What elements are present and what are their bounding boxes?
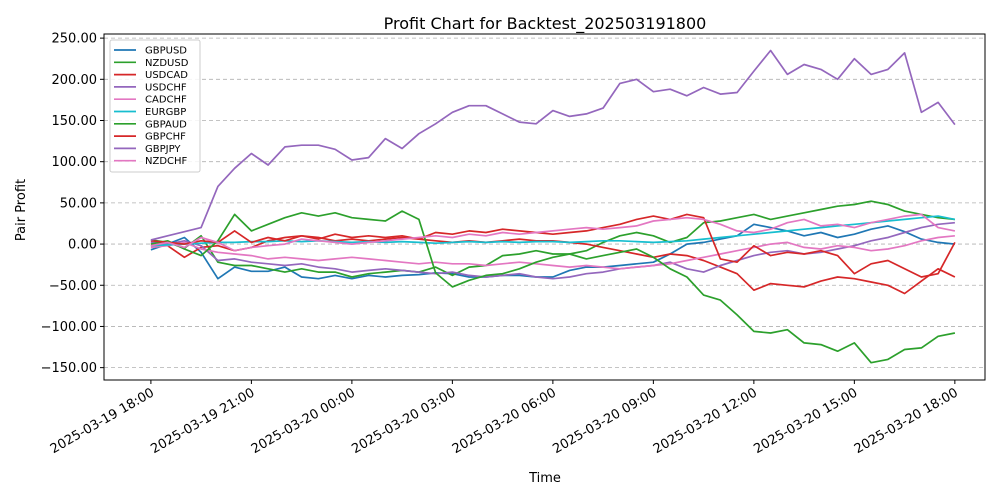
x-tick-label: 2025-03-20 06:00 [450,385,559,457]
plot-frame [103,33,986,381]
series-line-usdchf [150,221,955,280]
y-tick-label: −150.00 [41,361,97,376]
series-line-gbpaud [150,210,956,364]
legend-label-nzdchf: NZDCHF [145,156,188,167]
x-tick-label: 2025-03-20 09:00 [550,385,659,457]
series-line-gbpjpy [150,49,956,241]
legend-label-gbpjpy: GBPJPY [145,144,181,155]
legend-box [109,39,201,173]
series-lines [150,49,956,364]
legend-label-nzdusd: NZDUSD [145,58,189,69]
x-tick-label: 2025-03-20 12:00 [651,385,760,457]
legend-label-cadchf: CADCHF [145,95,187,106]
grid-lines [104,37,985,369]
y-tick-label: 0.00 [68,238,97,253]
series-line-cadchf [150,234,955,270]
y-tick-label: −50.00 [49,279,97,294]
chart-title: Profit Chart for Backtest_202503191800 [384,14,707,34]
x-tick-label: 2025-03-19 21:00 [148,385,257,457]
legend-label-gbpchf: GBPCHF [145,132,186,143]
y-tick-label: −100.00 [41,320,97,335]
y-tick-label: 250.00 [52,32,98,47]
x-tick-label: 2025-03-20 15:00 [751,385,860,457]
legend-label-usdchf: USDCHF [145,82,187,93]
x-tick-label: 2025-03-20 18:00 [852,385,961,457]
y-tick-label: 150.00 [52,114,98,129]
x-tick-label: 2025-03-20 00:00 [249,385,358,457]
legend-label-gbpaud: GBPAUD [145,119,187,130]
x-tick-label: 2025-03-19 18:00 [48,385,157,457]
series-line-nzdchf [150,213,956,252]
legend-label-usdcad: USDCAD [145,70,188,81]
y-axis: −150.00 −100.00 −50.00 0.00 50.00 100.00 150.0… [41,32,104,376]
y-tick-label: 100.00 [52,155,98,170]
y-tick-label: 200.00 [52,73,98,88]
series-line-nzdusd [150,200,955,278]
legend-label-gbpusd: GBPUSD [145,46,187,57]
series-line-gbpusd [150,223,955,280]
y-axis-title: Pair Profit [14,179,29,241]
x-axis-title: Time [528,471,561,486]
series-line-gbpchf [150,213,956,278]
x-tick-label: 2025-03-20 03:00 [349,385,458,457]
legend-label-eurgbp: EURGBP [145,107,186,118]
y-tick-label: 50.00 [60,196,97,211]
